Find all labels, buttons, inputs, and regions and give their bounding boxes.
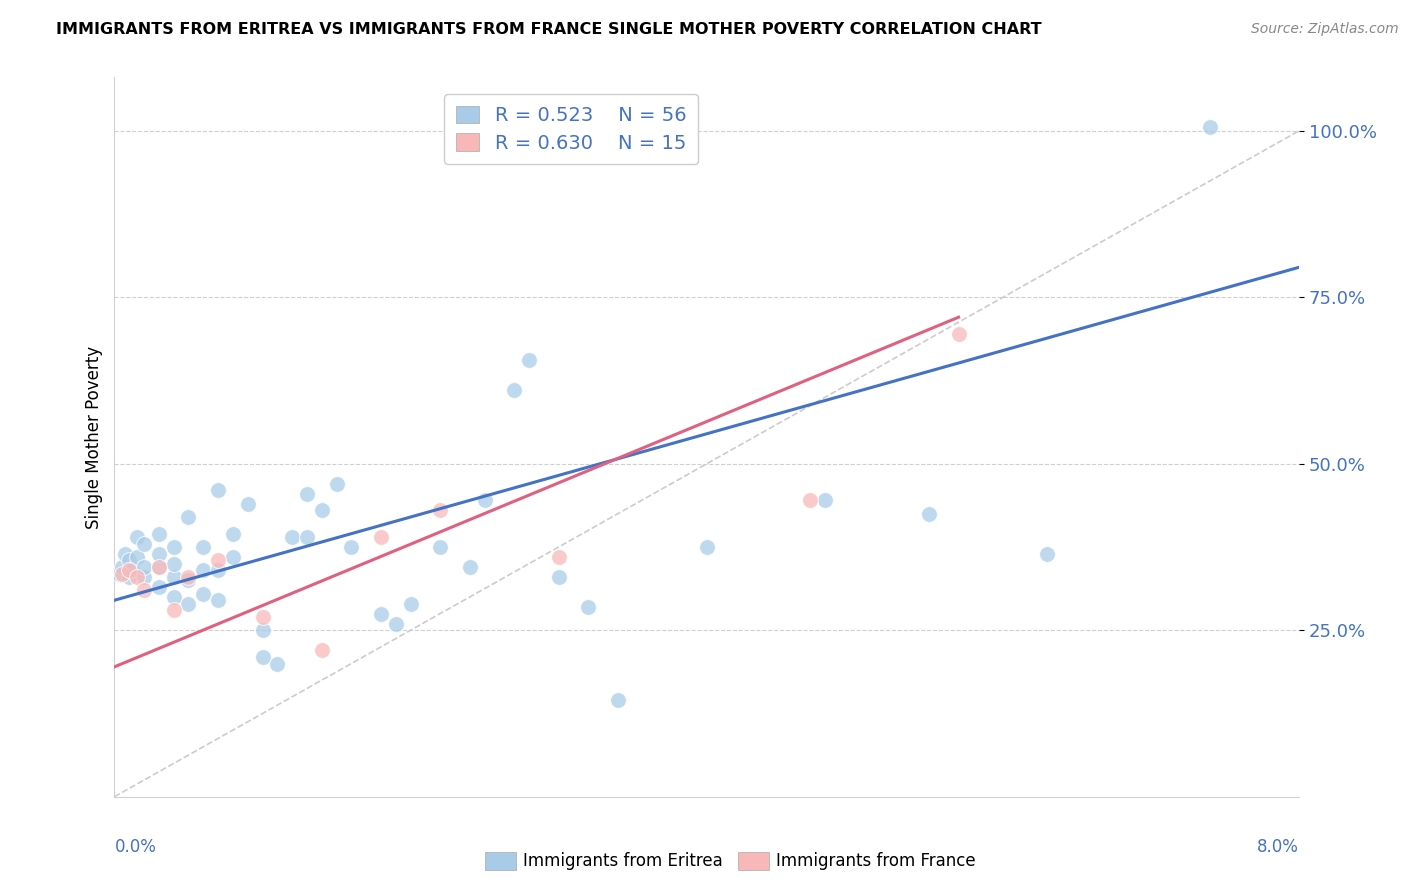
Point	[399, 597, 422, 611]
Point	[114, 547, 136, 561]
Point	[148, 526, 170, 541]
Point	[177, 597, 200, 611]
Point	[207, 483, 229, 498]
Point	[325, 476, 347, 491]
Point	[121, 563, 143, 577]
Point	[576, 599, 599, 614]
Point	[429, 540, 451, 554]
Point	[295, 486, 318, 500]
Point	[193, 563, 215, 577]
Point	[193, 586, 215, 600]
Point	[503, 384, 526, 398]
Point	[148, 580, 170, 594]
Point	[177, 510, 200, 524]
Point	[252, 649, 274, 664]
Text: 0.0%: 0.0%	[114, 838, 156, 856]
Point	[547, 570, 569, 584]
Point	[252, 610, 274, 624]
Point	[1036, 547, 1059, 561]
Point	[177, 570, 200, 584]
Text: Source: ZipAtlas.com: Source: ZipAtlas.com	[1251, 22, 1399, 37]
Point	[193, 540, 215, 554]
Point	[177, 574, 200, 588]
Point	[252, 624, 274, 638]
Point	[111, 566, 134, 581]
Point	[547, 549, 569, 564]
Point	[207, 593, 229, 607]
Point	[1199, 120, 1222, 135]
Point	[311, 643, 333, 657]
Point	[918, 507, 941, 521]
Text: IMMIGRANTS FROM ERITREA VS IMMIGRANTS FROM FRANCE SINGLE MOTHER POVERTY CORRELAT: IMMIGRANTS FROM ERITREA VS IMMIGRANTS FR…	[56, 22, 1042, 37]
Point	[607, 693, 630, 707]
Point	[125, 549, 148, 564]
Legend: R = 0.523    N = 56, R = 0.630    N = 15: R = 0.523 N = 56, R = 0.630 N = 15	[444, 95, 697, 164]
Point	[458, 560, 481, 574]
Point	[163, 540, 186, 554]
Point	[118, 570, 141, 584]
Point	[340, 540, 363, 554]
Point	[799, 493, 821, 508]
Point	[163, 590, 186, 604]
Point	[385, 616, 408, 631]
Point	[266, 657, 288, 671]
Point	[517, 353, 540, 368]
Point	[118, 563, 141, 577]
Y-axis label: Single Mother Poverty: Single Mother Poverty	[86, 345, 103, 529]
Point	[132, 560, 155, 574]
Text: 8.0%: 8.0%	[1257, 838, 1299, 856]
Point	[125, 530, 148, 544]
Point	[281, 530, 304, 544]
Point	[132, 583, 155, 598]
Point	[295, 530, 318, 544]
Point	[814, 493, 837, 508]
Text: Immigrants from France: Immigrants from France	[776, 852, 976, 870]
Text: Immigrants from Eritrea: Immigrants from Eritrea	[523, 852, 723, 870]
Point	[163, 603, 186, 617]
Point	[429, 503, 451, 517]
Point	[222, 526, 245, 541]
Point	[148, 560, 170, 574]
Point	[696, 540, 718, 554]
Point	[125, 570, 148, 584]
Point	[207, 553, 229, 567]
Point	[148, 560, 170, 574]
Point	[474, 493, 496, 508]
Point	[132, 536, 155, 550]
Point	[236, 497, 259, 511]
Point	[370, 530, 392, 544]
Point	[207, 563, 229, 577]
Point	[948, 326, 970, 341]
Point	[108, 566, 131, 581]
Point	[163, 570, 186, 584]
Point	[311, 503, 333, 517]
Point	[370, 607, 392, 621]
Point	[118, 553, 141, 567]
Point	[132, 570, 155, 584]
Point	[111, 560, 134, 574]
Point	[222, 549, 245, 564]
Point	[148, 547, 170, 561]
Point	[163, 557, 186, 571]
